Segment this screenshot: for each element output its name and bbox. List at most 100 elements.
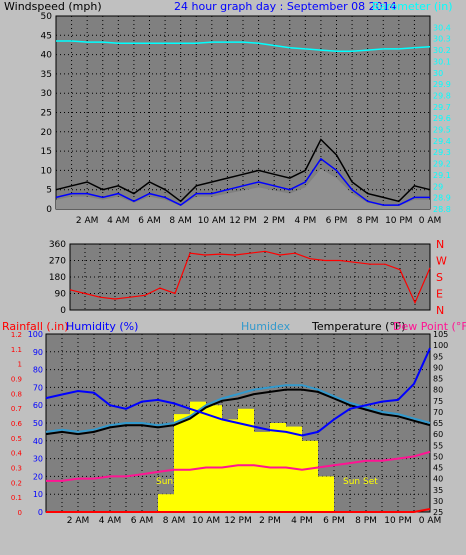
time-tick-label: 12 PM	[224, 516, 252, 526]
time-tick-label: 4 PM	[291, 516, 313, 526]
dewpoint-line	[46, 450, 431, 482]
humidity-ytick-label: 0	[38, 508, 43, 517]
wind-ytick-label: 40	[41, 51, 53, 61]
rain-ytick-label: 0.8	[11, 390, 22, 398]
time-tick-label: 10 AM	[198, 216, 226, 226]
wind-ytick-label: 0	[46, 205, 52, 215]
baro-ytick-label: 30.4	[433, 23, 451, 32]
rain-ytick-label: 1.2	[11, 331, 22, 339]
solar-bar	[318, 476, 334, 512]
solar-bar	[206, 405, 222, 512]
time-tick-label: 0 AM	[419, 516, 442, 526]
temp-ytick-label: 50	[433, 452, 443, 461]
humidity-ytick-label: 60	[33, 401, 43, 410]
temp-series-group: 0 0.1 0.2 0.3 0.4 0.5 0.6 0.7 0.8 0.9 1 1.1 1.2 0 10 20…	[11, 330, 448, 526]
solar-bar	[174, 414, 190, 512]
rain-ytick-label: 0.5	[11, 435, 22, 443]
baro-ytick-label: 29.9	[433, 80, 451, 89]
wind-series-group: 0 5 10 15 20 25 30 35 40 45 50 28.8 28.9 29 29.1 29.2 29…	[41, 12, 451, 226]
sunrise-label: Sun Rise	[156, 477, 195, 487]
temp-ytick-label: 70	[433, 408, 443, 417]
temp-ytick-label: 100	[433, 341, 448, 350]
baro-ytick-label: 29.4	[433, 137, 451, 146]
humidity-ytick-label: 70	[33, 383, 43, 392]
humidity-ytick-label: 100	[28, 330, 43, 339]
temp-ytick-label: 65	[433, 419, 443, 428]
direction-ytick-label: 90	[55, 290, 67, 300]
wind-ytick-label: 50	[41, 12, 53, 22]
wind-ytick-label: 25	[41, 109, 52, 119]
temp-ytick-label: 30	[433, 497, 443, 506]
baro-ytick-label: 30.1	[433, 57, 451, 66]
temp-ytick-label: 55	[433, 441, 443, 450]
time-tick-label: 8 AM	[169, 216, 192, 226]
baro-ytick-label: 29.1	[433, 171, 451, 180]
direction-ytick-label: 360	[49, 240, 66, 250]
temp-ytick-label: 45	[433, 464, 443, 473]
time-tick-label: 6 AM	[131, 516, 154, 526]
humidex-line	[45, 384, 431, 433]
baro-ytick-label: 29.8	[433, 91, 451, 100]
baro-ytick-label: 30.2	[433, 46, 451, 55]
solar-bar	[158, 494, 174, 512]
time-tick-label: 10 PM	[384, 516, 412, 526]
humidex-axis-label: Humidex	[241, 320, 291, 333]
humidity-ytick-label: 20	[33, 472, 43, 481]
solar-bar	[254, 431, 270, 512]
humidity-ytick-label: 10	[33, 490, 43, 499]
baro-ytick-label: 30	[433, 69, 443, 78]
rain-ytick-label: 0.1	[11, 494, 22, 502]
baro-ytick-label: 29.6	[433, 114, 451, 123]
time-tick-label: 2 PM	[263, 216, 285, 226]
time-tick-label: 2 AM	[67, 516, 90, 526]
direction-ytick-label: 270	[49, 257, 66, 267]
temp-ytick-label: 75	[433, 397, 443, 406]
temperature-axis-label: Temperature (°F)	[311, 320, 406, 333]
compass-label: N	[436, 238, 444, 251]
temp-ytick-label: 105	[433, 330, 448, 339]
wind-ytick-label: 45	[41, 31, 52, 41]
humidity-ytick-label: 40	[33, 437, 43, 446]
time-tick-label: 2 PM	[259, 516, 281, 526]
wind-ytick-label: 35	[41, 70, 52, 80]
rain-ytick-label: 0.9	[11, 376, 22, 384]
baro-ytick-label: 29	[433, 182, 443, 191]
humidity-ytick-label: 80	[33, 366, 43, 375]
sunset-label: Sun Set	[343, 477, 378, 487]
time-tick-label: 0 AM	[419, 216, 442, 226]
baro-ytick-label: 30.3	[433, 35, 451, 44]
temp-ytick-label: 35	[433, 486, 443, 495]
wind-ytick-label: 20	[41, 128, 53, 138]
chart-title: 24 hour graph day : September 08 2014	[174, 0, 397, 13]
wind-low-fill	[56, 168, 430, 209]
baro-ytick-label: 28.8	[433, 205, 451, 214]
baro-ytick-label: 29.2	[433, 160, 451, 169]
direction-line	[69, 250, 431, 305]
humidity-axis-label: Humidity (%)	[66, 320, 138, 333]
time-tick-label: 4 AM	[99, 516, 122, 526]
baro-ytick-label: 29.5	[433, 126, 451, 135]
temp-ytick-label: 90	[433, 363, 443, 372]
barometer-axis-label: Barometer (in)	[372, 0, 453, 13]
rain-ytick-label: 0.6	[11, 420, 23, 428]
time-tick-label: 6 AM	[138, 216, 161, 226]
rain-ytick-label: 0.2	[11, 479, 22, 487]
compass-label: E	[436, 288, 443, 301]
time-tick-label: 8 PM	[357, 216, 379, 226]
time-tick-label: 6 PM	[326, 216, 348, 226]
time-tick-label: 10 PM	[385, 216, 413, 226]
rain-ytick-label: 0	[18, 509, 22, 517]
wind-ytick-label: 10	[41, 166, 53, 176]
baro-ytick-label: 29.7	[433, 103, 451, 112]
rain-ytick-label: 1	[18, 361, 22, 369]
time-tick-label: 2 AM	[76, 216, 99, 226]
humidity-ytick-label: 50	[33, 419, 43, 428]
wind-avg-line	[55, 157, 430, 206]
humidity-line	[45, 347, 431, 437]
time-tick-label: 6 PM	[323, 516, 345, 526]
time-tick-label: 4 PM	[294, 216, 316, 226]
time-tick-label: 8 PM	[355, 516, 377, 526]
rainfall-axis-label: Rainfall (.in)	[2, 320, 69, 333]
wind-gust-line	[55, 138, 431, 203]
